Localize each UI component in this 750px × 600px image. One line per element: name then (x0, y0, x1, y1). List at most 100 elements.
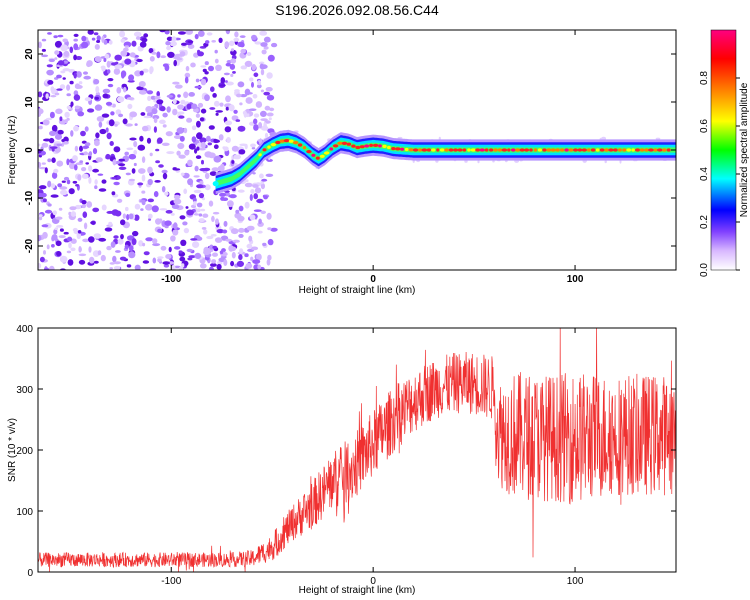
noise-speckle (58, 235, 66, 239)
noise-speckle (129, 137, 137, 141)
y-tick-label: 100 (16, 507, 33, 518)
noise-speckle (59, 116, 63, 122)
noise-speckle (66, 93, 71, 97)
noise-speckle (96, 116, 105, 122)
noise-speckle (169, 41, 177, 47)
noise-speckle (197, 102, 204, 108)
noise-speckle (165, 131, 173, 137)
noise-speckle (260, 210, 266, 214)
noise-speckle (38, 108, 44, 115)
trace-peak (283, 139, 290, 143)
trace-peak (537, 148, 543, 152)
noise-speckle (48, 58, 55, 63)
noise-speckle (225, 106, 229, 111)
trace-peak (355, 145, 361, 150)
noise-speckle (134, 264, 141, 270)
noise-speckle (229, 63, 236, 70)
noise-speckle (73, 94, 81, 101)
noise-speckle (38, 41, 42, 49)
noise-speckle (148, 218, 152, 221)
noise-speckle (143, 251, 150, 256)
trace-peak (448, 148, 454, 152)
noise-speckle (249, 77, 254, 82)
noise-speckle (237, 215, 245, 222)
noise-speckle (161, 142, 170, 146)
trace-peak (590, 148, 596, 152)
noise-speckle (83, 71, 88, 75)
noise-speckle (59, 228, 64, 232)
noise-speckle (246, 243, 253, 249)
trace-peak (493, 148, 498, 152)
noise-speckle (151, 108, 158, 115)
trace-peak (382, 144, 387, 148)
noise-speckle (70, 211, 77, 217)
signal-trace (212, 129, 676, 195)
noise-speckle (183, 127, 188, 134)
trace-peak (364, 144, 370, 148)
noise-speckle (128, 74, 135, 81)
noise-speckle (157, 257, 162, 263)
noise-speckle (267, 54, 275, 62)
trace-peak (341, 141, 348, 145)
noise-speckle (106, 245, 112, 251)
noise-speckle (196, 132, 203, 140)
noise-speckle (120, 38, 126, 43)
noise-speckle (244, 143, 248, 150)
noise-speckle (38, 125, 43, 130)
noise-speckle (166, 36, 173, 41)
noise-speckle (224, 80, 228, 83)
noise-speckle (206, 135, 211, 142)
noise-speckle (142, 260, 150, 264)
noise-speckle (66, 158, 70, 166)
noise-speckle (240, 65, 248, 70)
x-tick-label: 100 (567, 576, 584, 587)
noise-speckle (107, 78, 114, 82)
noise-speckle (191, 125, 197, 131)
trace-peak (404, 147, 409, 152)
noise-speckle (75, 184, 80, 187)
noise-speckle (263, 122, 267, 129)
noise-speckle (137, 182, 144, 186)
noise-speckle (91, 37, 96, 41)
trace-peak (608, 148, 614, 152)
noise-speckle (139, 41, 147, 48)
trace-peak (631, 148, 635, 152)
trace-peak (400, 147, 405, 151)
noise-speckle (228, 104, 235, 112)
noise-speckle (250, 246, 259, 251)
noise-speckle (246, 52, 252, 56)
noise-speckle (270, 227, 278, 232)
noise-speckle (233, 154, 242, 160)
noise-speckle (226, 137, 231, 143)
noise-speckle (125, 123, 133, 127)
noise-speckle (151, 205, 159, 213)
y-tick-label: 400 (16, 324, 33, 335)
noise-speckle (59, 255, 68, 263)
noise-speckle (239, 94, 247, 98)
trace-peak (510, 148, 516, 152)
colorbar-tick-label: 0.6 (699, 119, 710, 133)
noise-speckle (214, 58, 219, 64)
noise-speckle (172, 81, 180, 85)
noise-speckle (116, 198, 123, 203)
noise-speckle (134, 70, 142, 77)
noise-speckle (162, 112, 168, 118)
trace-peak (662, 148, 667, 152)
noise-speckle (260, 68, 265, 76)
noise-speckle (81, 167, 87, 172)
noise-speckle (105, 127, 109, 133)
noise-speckle (257, 230, 263, 234)
noise-speckle (253, 118, 258, 125)
noise-speckle (492, 160, 495, 163)
noise-speckle (266, 112, 274, 117)
noise-speckle (84, 126, 89, 132)
noise-speckle (92, 148, 98, 155)
noise-speckle (187, 44, 195, 49)
noise-speckle (69, 80, 74, 85)
noise-speckle (82, 238, 90, 243)
noise-speckle (131, 168, 136, 174)
noise-speckle (200, 78, 207, 86)
noise-speckle (173, 59, 177, 67)
noise-speckle (240, 48, 246, 54)
noise-speckle (63, 50, 70, 58)
